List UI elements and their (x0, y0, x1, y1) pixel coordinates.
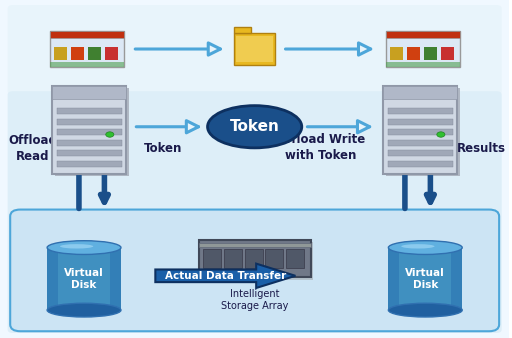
Bar (388, 140, 453, 146)
Ellipse shape (389, 241, 462, 255)
Bar (201, 242, 313, 280)
Bar (57, 140, 122, 146)
Ellipse shape (207, 105, 302, 148)
Bar (104, 47, 118, 61)
Bar (199, 243, 311, 247)
Bar (54, 47, 67, 61)
FancyBboxPatch shape (383, 86, 457, 174)
FancyBboxPatch shape (199, 240, 311, 277)
Bar (388, 108, 453, 114)
Ellipse shape (47, 303, 121, 317)
Polygon shape (110, 247, 121, 310)
Text: Token: Token (144, 142, 182, 155)
Circle shape (106, 132, 114, 137)
Bar (441, 47, 454, 61)
Bar (88, 47, 101, 61)
Bar (52, 86, 126, 99)
Bar (224, 249, 242, 268)
Bar (57, 108, 122, 114)
FancyBboxPatch shape (50, 31, 123, 67)
Polygon shape (234, 27, 250, 33)
Polygon shape (155, 264, 295, 288)
Text: Offload
Read: Offload Read (9, 134, 57, 163)
Text: Virtual
Disk: Virtual Disk (406, 268, 445, 290)
Bar (388, 161, 453, 167)
Bar (389, 247, 462, 310)
Text: Offload Write
with Token: Offload Write with Token (276, 132, 366, 162)
Bar (388, 119, 453, 125)
Bar (388, 150, 453, 156)
Ellipse shape (401, 244, 435, 248)
Text: Actual Data Transfer: Actual Data Transfer (165, 271, 286, 281)
FancyBboxPatch shape (10, 210, 499, 331)
Polygon shape (389, 247, 399, 310)
Ellipse shape (47, 241, 121, 255)
Bar (203, 249, 221, 268)
FancyBboxPatch shape (8, 91, 502, 333)
Bar (286, 249, 304, 268)
FancyBboxPatch shape (386, 31, 460, 67)
FancyBboxPatch shape (55, 88, 129, 176)
Bar (388, 129, 453, 136)
Text: Virtual
Disk: Virtual Disk (64, 268, 104, 290)
Ellipse shape (389, 303, 462, 317)
Bar (383, 86, 457, 99)
Bar (71, 47, 84, 61)
Polygon shape (234, 33, 275, 65)
Bar (57, 119, 122, 125)
Polygon shape (47, 247, 58, 310)
Bar (57, 150, 122, 156)
Circle shape (437, 132, 445, 137)
Polygon shape (236, 35, 273, 63)
Bar (50, 31, 123, 39)
FancyBboxPatch shape (386, 88, 460, 176)
Bar (386, 62, 460, 67)
Bar (407, 47, 420, 61)
Text: Results: Results (457, 142, 506, 155)
Bar (50, 62, 123, 67)
FancyBboxPatch shape (52, 86, 126, 174)
Bar (47, 247, 121, 310)
Text: Intelligent
Storage Array: Intelligent Storage Array (221, 289, 288, 311)
Text: Token: Token (230, 119, 280, 134)
Bar (265, 249, 283, 268)
Polygon shape (451, 247, 462, 310)
Bar (390, 47, 403, 61)
Bar (245, 249, 263, 268)
Bar (424, 47, 437, 61)
Bar (386, 31, 460, 39)
Ellipse shape (60, 244, 93, 248)
FancyBboxPatch shape (8, 5, 502, 95)
Bar (57, 161, 122, 167)
Bar (57, 129, 122, 136)
